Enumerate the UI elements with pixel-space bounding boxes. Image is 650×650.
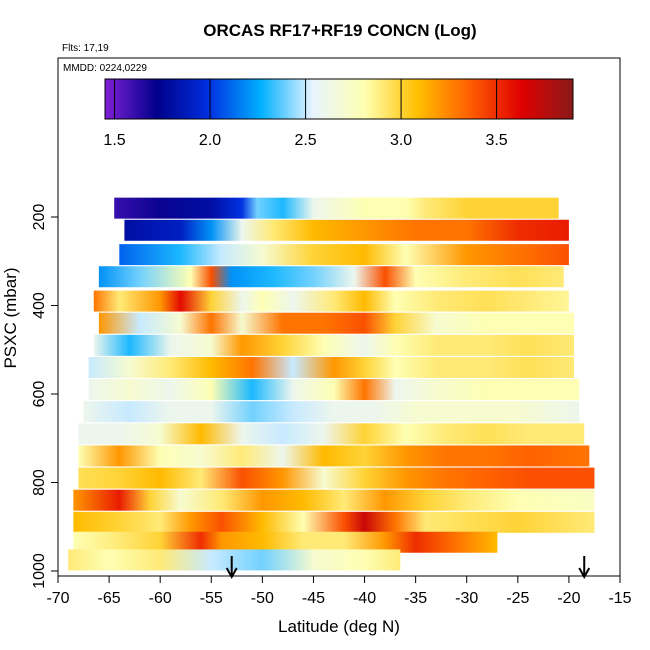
colorbar-gradient [104, 78, 574, 120]
x-axis-label: Latitude (deg N) [278, 617, 400, 636]
arrow-markers [225, 556, 591, 580]
x-tick-label: -15 [608, 590, 631, 607]
heatmap-layers [68, 197, 595, 571]
heatmap-band [73, 511, 595, 533]
heatmap-band [78, 423, 585, 445]
heatmap-band [114, 197, 559, 219]
flights-note: Flts: 17,19 [62, 43, 109, 54]
x-tick-label: -65 [98, 590, 121, 607]
x-tick-label: -60 [149, 590, 172, 607]
y-tick-label: 600 [31, 381, 48, 408]
heatmap-band [93, 334, 575, 356]
heatmap-band [73, 531, 498, 553]
colorbar-tick-label: 3.0 [390, 132, 412, 149]
colorbar-tick-label: 2.5 [294, 132, 316, 149]
heatmap-band [88, 356, 575, 378]
y-tick-label: 800 [31, 469, 48, 496]
colorbar-tick-label: 3.5 [485, 132, 507, 149]
x-tick-label: -40 [353, 590, 376, 607]
y-tick-label: 200 [31, 204, 48, 231]
heatmap-band [93, 290, 569, 312]
heatmap-band [98, 266, 564, 288]
heatmap-band [119, 244, 569, 266]
chart-title: ORCAS RF17+RF19 CONCN (Log) [203, 21, 476, 40]
x-axis: -70 -65 -60 -55 -50 -45 -40 -35 -30 -25 -20 -15 [46, 575, 632, 607]
colorbar-tick-label: 1.5 [103, 132, 125, 149]
y-axis-label: PSXC (mbar) [1, 267, 20, 368]
x-tick-label: -25 [506, 590, 529, 607]
arrow-head [578, 567, 591, 580]
arrow-head [225, 567, 238, 580]
heatmap-band [83, 401, 580, 423]
heatmap-band [73, 489, 595, 511]
y-tick-label: 1000 [31, 553, 48, 589]
x-tick-label: -70 [46, 590, 69, 607]
heatmap-band [68, 549, 401, 571]
colorbar-tick-label: 2.0 [199, 132, 221, 149]
x-tick-label: -30 [455, 590, 478, 607]
dates-note: MMDD: 0224,0229 [63, 63, 147, 74]
y-tick-label: 400 [31, 292, 48, 319]
x-tick-label: -45 [302, 590, 325, 607]
heatmap-band [78, 445, 590, 467]
colorbar: 1.5 2.0 2.5 3.0 3.5 [103, 78, 574, 149]
heatmap-band [124, 219, 569, 241]
x-tick-label: -35 [404, 590, 427, 607]
x-tick-label: -50 [251, 590, 274, 607]
y-axis: 200 400 600 800 1000 [31, 204, 59, 589]
heatmap-band [78, 467, 595, 489]
x-tick-label: -55 [200, 590, 223, 607]
x-tick-label: -20 [557, 590, 580, 607]
heatmap-band [98, 312, 575, 334]
heatmap-band [88, 379, 580, 401]
